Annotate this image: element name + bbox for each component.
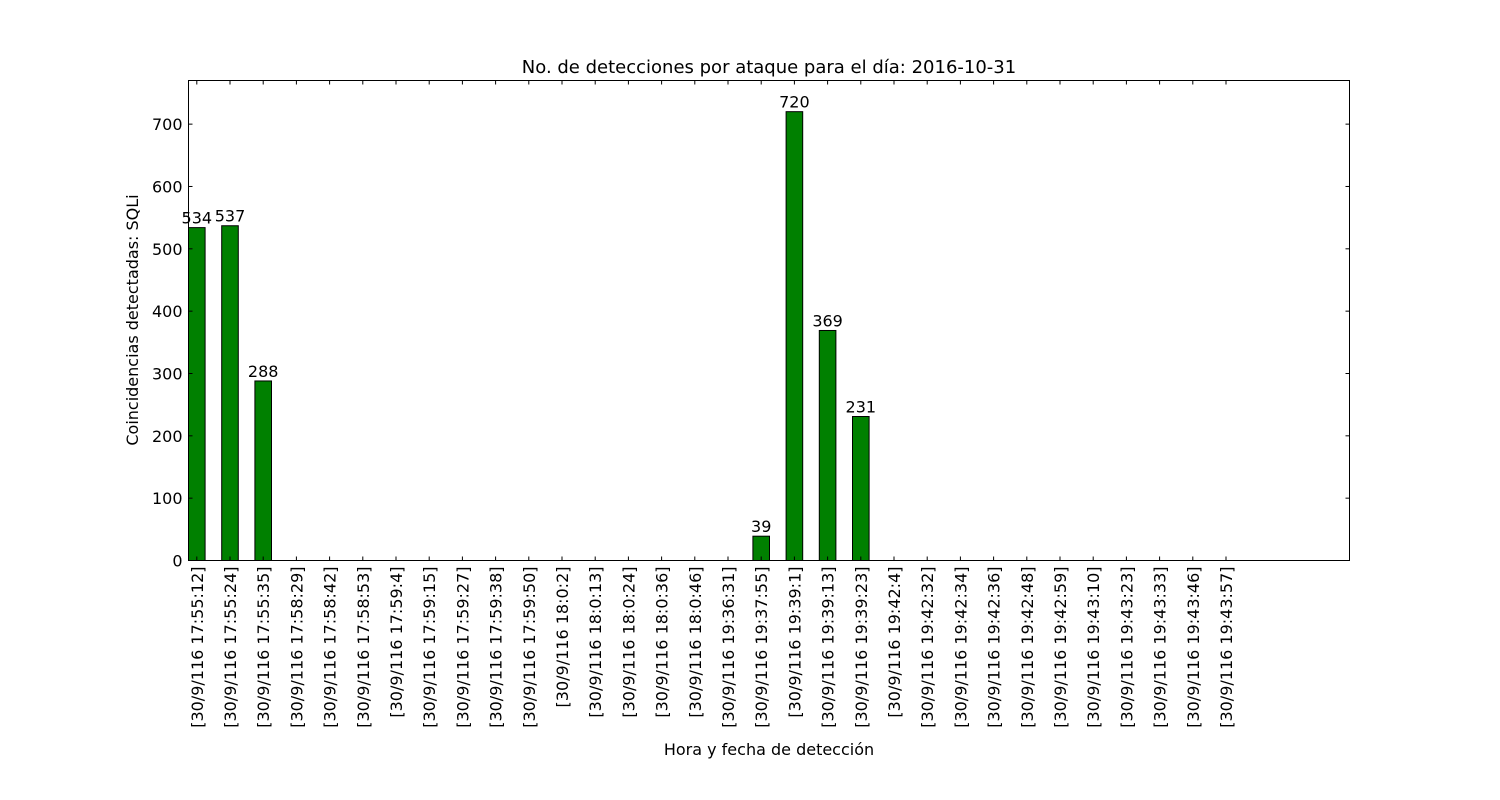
x-tick-label: [30/9/116 18:0:13] bbox=[586, 567, 605, 718]
x-tick-label: [30/9/116 19:43:57] bbox=[1217, 567, 1236, 728]
plot-frame bbox=[188, 80, 1350, 561]
x-tick-label: [30/9/116 19:39:23] bbox=[852, 567, 871, 728]
x-tick-label: [30/9/116 19:42:34] bbox=[951, 567, 970, 728]
x-tick-label: [30/9/116 19:36:31] bbox=[719, 567, 738, 728]
chart-title: No. de detecciones por ataque para el dí… bbox=[522, 57, 1016, 78]
y-tick-label: 400 bbox=[152, 302, 183, 321]
x-axis-ticks: [30/9/116 17:55:12] [30/9/116 17:55:24] [3… bbox=[188, 80, 1236, 728]
bar bbox=[254, 380, 272, 561]
bars-group bbox=[188, 111, 870, 562]
x-tick-label: [30/9/116 17:58:53] bbox=[354, 567, 373, 728]
x-tick-label: [30/9/116 17:59:50] bbox=[520, 567, 539, 728]
x-tick-label: [30/9/116 17:59:15] bbox=[420, 567, 439, 728]
data-label: 39 bbox=[751, 517, 771, 536]
x-tick-label: [30/9/116 19:42:59] bbox=[1051, 567, 1070, 728]
x-tick-label: [30/9/116 17:59:38] bbox=[487, 567, 506, 728]
x-tick-label: [30/9/116 19:39:1] bbox=[785, 567, 804, 718]
bar bbox=[785, 111, 804, 562]
x-tick-label: [30/9/116 19:42:48] bbox=[1018, 567, 1037, 728]
x-tick-label: [30/9/116 19:43:46] bbox=[1184, 567, 1203, 728]
data-label: 288 bbox=[248, 362, 279, 381]
x-tick-label: [30/9/116 19:43:23] bbox=[1117, 567, 1136, 728]
x-tick-label: [30/9/116 18:0:46] bbox=[686, 567, 705, 718]
y-axis-ticks: 0 100 200 300 400 500 600 700 bbox=[152, 115, 1350, 571]
x-tick-label: [30/9/116 17:59:27] bbox=[453, 567, 472, 728]
x-tick-label: [30/9/116 17:58:42] bbox=[321, 567, 340, 728]
bar bbox=[188, 227, 206, 561]
x-tick-label: [30/9/116 17:55:24] bbox=[221, 567, 240, 728]
x-tick-label: [30/9/116 19:42:4] bbox=[885, 567, 904, 718]
x-tick-label: [30/9/116 17:55:12] bbox=[188, 567, 207, 728]
y-tick-label: 200 bbox=[152, 427, 183, 446]
data-label: 534 bbox=[182, 209, 213, 228]
y-tick-label: 700 bbox=[152, 115, 183, 134]
bar bbox=[818, 329, 837, 561]
x-tick-label: [30/9/116 17:58:29] bbox=[287, 567, 306, 728]
x-axis-label: Hora y fecha de detección bbox=[664, 740, 874, 759]
data-labels-group: 534 537 288 39 720 369 231 bbox=[182, 93, 877, 537]
y-tick-label: 600 bbox=[152, 177, 183, 196]
y-tick-label: 100 bbox=[152, 489, 183, 508]
data-label: 720 bbox=[779, 93, 810, 112]
x-tick-label: [30/9/116 19:42:36] bbox=[985, 567, 1004, 728]
bar bbox=[221, 225, 239, 561]
bar bbox=[852, 416, 870, 561]
x-tick-label: [30/9/116 19:42:32] bbox=[918, 567, 937, 728]
x-tick-label: [30/9/116 19:43:10] bbox=[1084, 567, 1103, 728]
y-axis-label: Coincidencias detectadas: SQLi bbox=[123, 194, 142, 445]
x-tick-label: [30/9/116 19:39:13] bbox=[819, 567, 838, 728]
y-tick-label: 500 bbox=[152, 240, 183, 259]
data-label: 369 bbox=[812, 311, 843, 330]
x-tick-label: [30/9/116 19:37:55] bbox=[752, 567, 771, 728]
x-tick-label: [30/9/116 17:59:4] bbox=[387, 567, 406, 718]
x-tick-label: [30/9/116 19:43:33] bbox=[1151, 567, 1170, 728]
y-tick-label: 300 bbox=[152, 364, 183, 383]
y-tick-label: 0 bbox=[172, 552, 182, 571]
data-label: 231 bbox=[846, 398, 877, 417]
x-tick-label: [30/9/116 18:0:2] bbox=[553, 567, 572, 708]
x-tick-label: [30/9/116 17:55:35] bbox=[254, 567, 273, 728]
x-tick-label: [30/9/116 18:0:24] bbox=[619, 567, 638, 718]
data-label: 537 bbox=[215, 207, 246, 226]
x-tick-label: [30/9/116 18:0:36] bbox=[653, 567, 672, 718]
